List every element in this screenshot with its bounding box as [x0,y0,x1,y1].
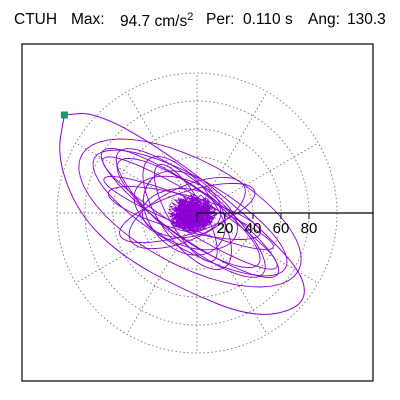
radial-tick-label-20: 20 [217,220,234,237]
orbit-loop-14 [100,148,280,278]
period-label: Per: [206,11,235,28]
grid-spoke-210 [75,212,198,284]
orbit-loop-6 [133,175,238,251]
core-scatter-trace [167,192,218,233]
grid-spoke-30 [196,142,319,214]
orbit-loop-10 [143,170,226,256]
max-value: 94.7 cm/s2 [120,11,194,31]
max-label: Max: [71,11,105,28]
orbit-loop-9 [102,156,278,270]
radial-ticks: 20 40 60 80 [217,213,318,237]
orbit-loop-12 [141,188,222,238]
angle-label: Ang: [308,11,340,28]
radial-tick-label-40: 40 [245,220,262,237]
grid-spoke-120 [126,91,198,214]
grid-spoke-60 [196,91,268,214]
orbit-loop-1 [78,138,302,288]
axes [196,212,373,222]
orbit-loop-13 [142,156,232,270]
outer-orbit-trace [59,112,305,315]
grid-spoke-150 [75,142,198,214]
orbit-loop-15 [153,164,218,262]
orbit-loop-7 [107,186,261,240]
orbit-loop-11 [103,175,274,251]
orbit-traces [59,112,305,315]
max-unit-exponent: 2 [187,11,194,23]
grid-spoke-240 [126,212,198,335]
radial-tick-label-60: 60 [273,220,290,237]
angle-value: 130.3 [347,11,386,28]
radial-tick-label-80: 80 [301,220,318,237]
header-bar: CTUH Max: 94.7 cm/s2 Per: 0.110 s Ang: 1… [0,0,400,40]
peak-marker [60,111,68,119]
period-value: 0.110 s [243,11,293,28]
station-name: CTUH [14,11,58,28]
